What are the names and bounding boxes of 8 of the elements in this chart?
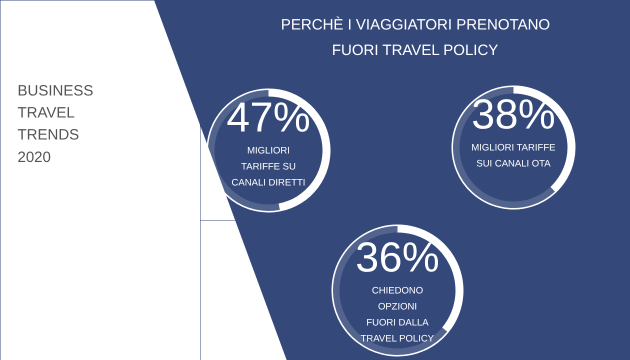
slice-label: CHIEDONO OPZIONI FUORI DALLA TRAVEL POLICY: [360, 286, 435, 344]
text: PERCHÈ I VIAGGIATORI PRENOTANO FUORI TRAVEL POLICY: [280, 16, 550, 59]
data-label: 36%: [355, 234, 440, 280]
slice-label: MIGLIORI TARIFFE SU CANALI DIRETTI: [232, 146, 306, 188]
data-label: 47%: [226, 94, 311, 140]
data-label: 38%: [471, 90, 556, 138]
slice-label: MIGLIORI TARIFFE SUI CANALI OTA: [471, 142, 556, 170]
text: BUSINESS TRAVEL TRENDS 2020: [18, 82, 94, 166]
